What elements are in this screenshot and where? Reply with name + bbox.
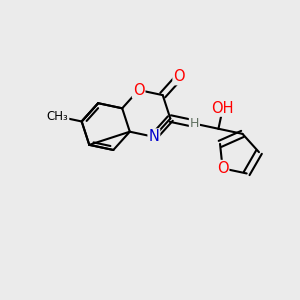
Text: O: O	[173, 69, 185, 84]
Text: O: O	[217, 161, 228, 176]
Text: OH: OH	[212, 101, 234, 116]
Text: CH₃: CH₃	[47, 110, 68, 123]
Text: H: H	[190, 117, 199, 130]
Text: N: N	[148, 129, 159, 144]
Text: O: O	[133, 82, 145, 98]
